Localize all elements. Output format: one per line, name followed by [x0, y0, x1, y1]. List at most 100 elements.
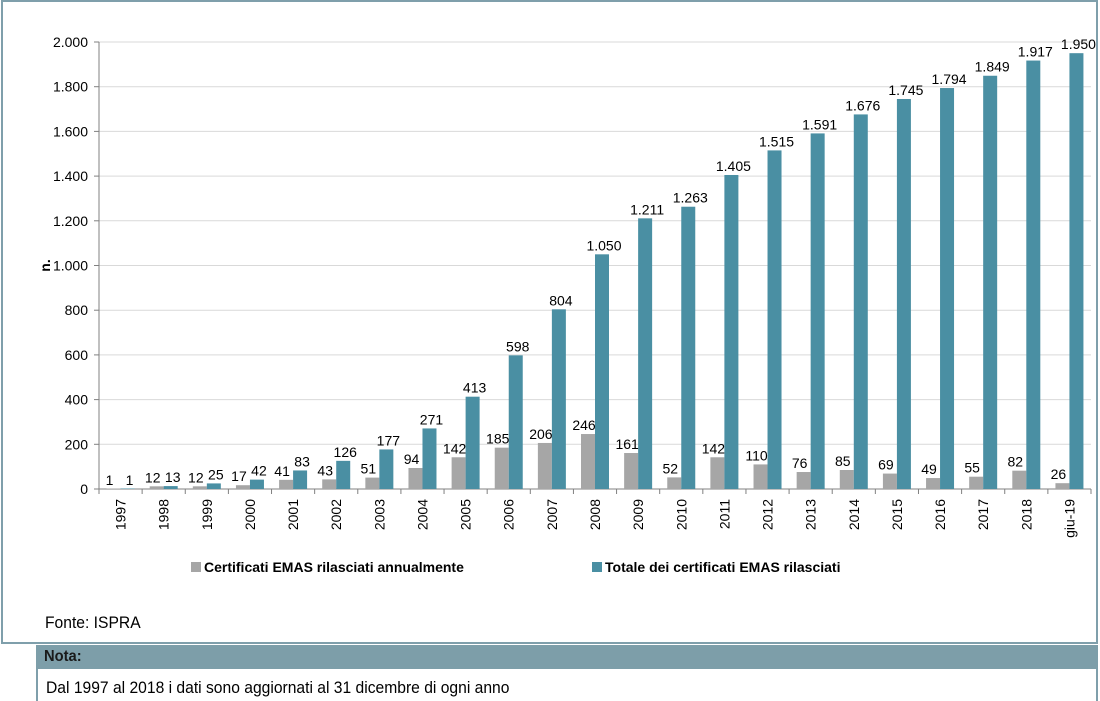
y-tick-label: 1.200	[53, 213, 88, 229]
x-tick-label: 2017	[975, 499, 991, 530]
legend: Certificati EMAS rilasciati annualmente T…	[191, 559, 840, 575]
data-label-annual: 41	[274, 463, 290, 479]
x-tick-label: 2008	[587, 499, 603, 530]
bar-total	[379, 449, 394, 489]
y-tick-label: 600	[65, 347, 89, 363]
data-label-annual: 142	[702, 440, 726, 456]
bar-total	[724, 174, 739, 490]
note-title: Nota:	[44, 648, 82, 665]
bar-total	[810, 133, 825, 489]
chart-frame	[1, 0, 1098, 644]
data-label-annual: 85	[835, 453, 851, 469]
data-label-annual: 55	[964, 460, 980, 476]
data-label-annual: 26	[1051, 466, 1067, 482]
bar-annual	[106, 488, 121, 489]
data-label-annual: 76	[792, 455, 808, 471]
bar-annual	[365, 477, 380, 489]
x-tick-label: 1997	[113, 499, 129, 530]
legend-label: Certificati EMAS rilasciati annualmente	[204, 559, 464, 575]
bar-annual	[882, 473, 897, 489]
bar-annual	[1055, 483, 1070, 489]
data-label-annual: 17	[231, 468, 247, 484]
bar-annual	[969, 476, 984, 489]
y-tick-label: 1.800	[53, 79, 88, 95]
data-label-annual: 185	[486, 431, 510, 447]
bar-total	[336, 460, 351, 489]
bar-annual	[624, 453, 639, 489]
bar-annual	[1012, 470, 1027, 489]
data-label-total: 1.950	[1061, 36, 1096, 52]
y-tick-label: 0	[80, 481, 88, 497]
data-label-total: 1.745	[888, 82, 923, 98]
data-label-annual: 52	[662, 460, 678, 476]
data-label-total: 1.917	[1018, 44, 1053, 60]
data-label-total: 1.591	[802, 116, 837, 132]
bar-annual	[149, 486, 164, 489]
data-label-annual: 43	[317, 462, 333, 478]
data-label-total: 413	[463, 380, 487, 396]
bar-annual	[796, 472, 811, 489]
note-text: Dal 1997 al 2018 i dati sono aggiornati …	[46, 678, 510, 697]
x-tick-label: 2012	[760, 499, 776, 530]
data-label-total: 1.794	[932, 71, 967, 87]
x-tick-label: 2005	[458, 499, 474, 530]
bar-total	[681, 206, 696, 490]
data-label-annual: 82	[1008, 454, 1024, 470]
bar-annual	[839, 470, 854, 489]
data-label-annual: 110	[745, 447, 768, 463]
x-tick-label: 2010	[673, 499, 689, 530]
bar-total	[293, 470, 308, 489]
x-tick-label: 2006	[501, 499, 517, 530]
bar-total	[767, 150, 782, 489]
note-header-bar	[36, 645, 1098, 669]
bar-total	[508, 355, 523, 489]
data-label-annual: 12	[188, 469, 204, 485]
x-tick-label: 1998	[156, 499, 172, 530]
data-label-total: 598	[506, 338, 530, 354]
x-tick-label: giu-19	[1061, 499, 1077, 538]
data-label-annual: 49	[921, 461, 937, 477]
bar-total	[551, 309, 566, 489]
bar-annual	[451, 457, 466, 489]
x-tick-label: 2013	[803, 499, 819, 530]
bar-annual	[926, 478, 941, 489]
data-label-total: 1.050	[586, 237, 621, 253]
bar-annual	[753, 464, 768, 489]
data-label-annual: 94	[404, 451, 420, 467]
x-tick-label: 2014	[846, 499, 862, 530]
bar-annual	[494, 447, 509, 489]
source-note: Fonte: ISPRA	[45, 613, 141, 632]
bars	[106, 53, 1084, 490]
x-tick-label: 1999	[199, 499, 215, 530]
data-label-total: 25	[208, 466, 224, 482]
bar-annual	[408, 467, 423, 489]
x-tick-label: 2001	[285, 499, 301, 530]
bar-annual	[710, 457, 725, 489]
x-tick-label: 2003	[371, 499, 387, 530]
bar-annual	[192, 486, 207, 489]
data-label-total: 1	[126, 472, 134, 488]
bar-total	[638, 218, 653, 490]
bar-annual	[279, 479, 294, 489]
bar-total	[1026, 60, 1041, 489]
bar-annual	[537, 442, 552, 489]
data-label-annual: 206	[529, 426, 553, 442]
data-label-total: 1.211	[630, 201, 664, 217]
data-label-total: 1.849	[975, 59, 1010, 75]
x-tick-label: 2007	[544, 499, 560, 530]
data-label-annual: 161	[615, 436, 639, 452]
legend-swatch	[191, 562, 201, 572]
x-tick-label: 2002	[328, 499, 344, 530]
data-label-total: 804	[549, 292, 573, 308]
legend-swatch	[592, 562, 602, 572]
data-label-annual: 69	[878, 457, 894, 473]
x-tick-label: 2018	[1018, 499, 1034, 530]
y-tick-label: 2.000	[53, 34, 88, 50]
bar-annual	[581, 434, 595, 489]
data-label-total: 1.263	[673, 190, 708, 206]
x-tick-label: 2000	[242, 499, 258, 530]
bar-annual	[235, 485, 250, 489]
bar-chart: 0 200 400 600 800 1.000 1.200 1.400 1.600 1.800 2.…	[37, 34, 1096, 575]
data-label-total: 271	[420, 411, 444, 427]
bar-total	[120, 488, 135, 489]
